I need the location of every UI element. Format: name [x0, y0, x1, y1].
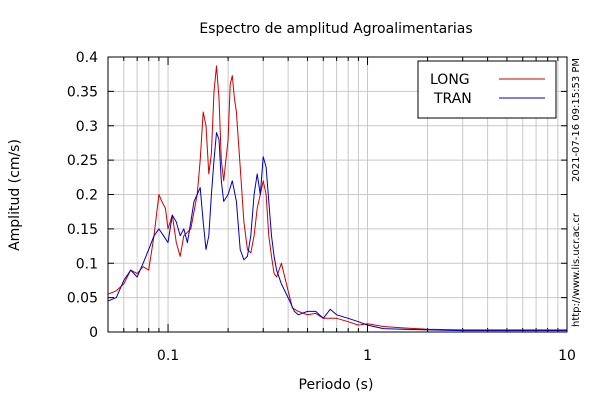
timestamp-label: 2021-07-16 09:15:53 PM [571, 58, 582, 182]
series-lines [107, 65, 567, 332]
y-tick-label: 0.25 [67, 153, 98, 169]
y-tick-label: 0.4 [76, 50, 98, 66]
legend-box [417, 60, 557, 119]
series-line-tran [107, 132, 567, 332]
y-tick-label: 0.35 [67, 84, 98, 100]
series-line-long [107, 65, 567, 331]
y-tick-label: 0 [89, 325, 98, 341]
x-tick-label: 10 [558, 348, 576, 364]
y-tick-label: 0.3 [76, 119, 98, 135]
x-axis-label: Periodo (s) [299, 377, 374, 393]
y-tick-label: 0.1 [76, 256, 98, 272]
legend-label-long: LONG [430, 72, 470, 88]
legend-label-tran: TRAN [433, 91, 472, 107]
plot-frame [107, 56, 568, 333]
chart-title: Espectro de amplitud Agroalimentarias [199, 21, 472, 37]
website-label: http://www.lis.ucr.ac.cr [571, 212, 582, 327]
axis-ticks: 0.1 1 10 0 0.05 0.1 0.15 0.2 0.25 0.3 0.35 0.4 [67, 50, 576, 364]
y-tick-label: 0.2 [76, 188, 98, 204]
legend: LONG TRAN [417, 60, 557, 119]
x-tick-label: 0.1 [157, 348, 179, 364]
y-axis-label: Amplitud (cm/s) [7, 139, 23, 251]
y-tick-label: 0.05 [67, 291, 98, 307]
y-tick-label: 0.15 [67, 222, 98, 238]
x-tick-label: 1 [363, 348, 372, 364]
